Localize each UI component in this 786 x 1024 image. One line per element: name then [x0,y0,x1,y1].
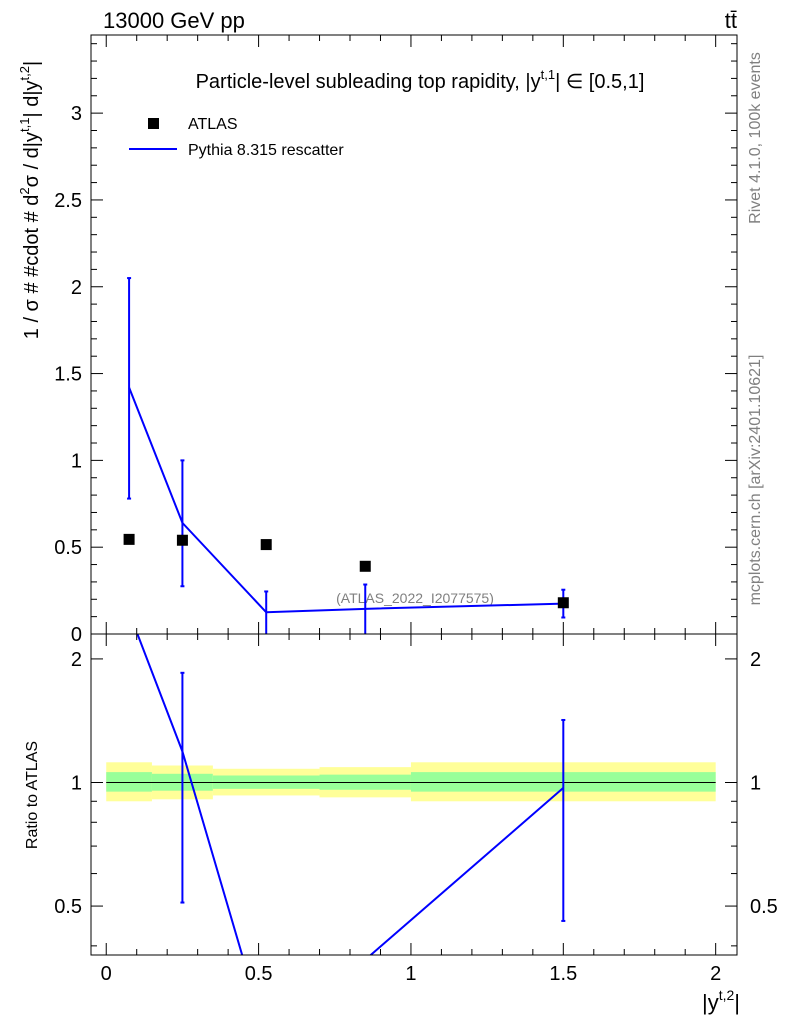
main-ylabel: 1 / σ # #cdot # d2σ / d|yt,1| d|yt,2| [17,61,43,339]
atlas-data-point [123,533,135,545]
atlas-data-point [176,534,188,546]
ylabel-part-c: | d|y [21,80,43,117]
legend-label-atlas: ATLAS [188,116,238,133]
ylabel-sup-a: 2 [17,187,32,194]
plot-title-tail: | ∈ [0.5,1] [555,71,644,93]
band-inner-0 [106,772,152,792]
main-series [123,277,569,634]
ratio-ytick-label-right: 0.5 [750,896,778,918]
ratio-ylabel: Ratio to ATLAS [24,741,41,849]
xtick-label: 0 [101,963,112,985]
ratio-pythia-line [136,634,564,955]
mcplots-label: mcplots.cern.ch [arXiv:2401.10621] [747,355,764,606]
plot-title-main: Particle-level subleading top rapidity, … [196,71,541,93]
xlabel-sup: t,2 [719,987,735,1003]
ylabel-sup-c: t,2 [17,66,32,80]
ratio-ytick-label-left: 0.5 [54,896,82,918]
xtick-label: 0.5 [245,963,273,985]
xlabel-tail: | [734,990,740,1015]
main-ytick-label: 2 [71,277,82,299]
ylabel-part-b: σ / d|y [21,132,43,187]
legend-marker-atlas [148,118,159,129]
axes: 0 0.5 1 1.5 2 2.5 3 0 0.5 1 1.5 2 0.5 0.5 1 1 2 2 [54,35,778,985]
ylabel-part-d: | [21,61,43,66]
ratio-frame [90,633,738,956]
xtick-label: 2 [710,963,721,985]
ratio-series [136,634,566,955]
main-ytick-label: 1.5 [54,364,82,386]
rivet-label: Rivet 4.1.0, 100k events [747,52,764,224]
energy-label: 13000 GeV pp [103,8,245,33]
legend-label-pythia: Pythia 8.315 rescatter [188,142,344,159]
ratio-uncertainty-bands [106,762,716,802]
legend: ATLAS Pythia 8.315 rescatter [129,116,344,159]
analysis-watermark: (ATLAS_2022_I2077575) [336,590,494,606]
plot-title: Particle-level subleading top rapidity, … [196,67,645,93]
main-ytick-label: 1 [71,450,82,472]
atlas-data-point [557,597,569,609]
ratio-ytick-label-left: 2 [71,649,82,671]
main-ytick-label: 3 [71,103,82,125]
xtick-label: 1.5 [549,963,577,985]
ylabel-part-a: 1 / σ # #cdot # d [21,195,43,340]
main-ytick-label: 0.5 [54,537,82,559]
plot-title-sup: t,1 [541,67,555,82]
xlabel: |yt,2| [702,987,740,1015]
ylabel-sup-b: t,1 [17,118,32,132]
main-ytick-label: 2.5 [54,190,82,212]
pythia-line [128,387,564,614]
main-ytick-label: 0 [71,624,82,646]
ratio-ytick-label-left: 1 [71,772,82,794]
atlas-data-point [260,539,272,551]
atlas-data-point [359,560,371,572]
ratio-ytick-label-right: 1 [750,772,761,794]
ratio-ytick-label-right: 2 [750,649,761,671]
process-label: tt̄ [725,8,737,33]
xlabel-main: |y [702,990,719,1015]
xtick-label: 1 [405,963,416,985]
